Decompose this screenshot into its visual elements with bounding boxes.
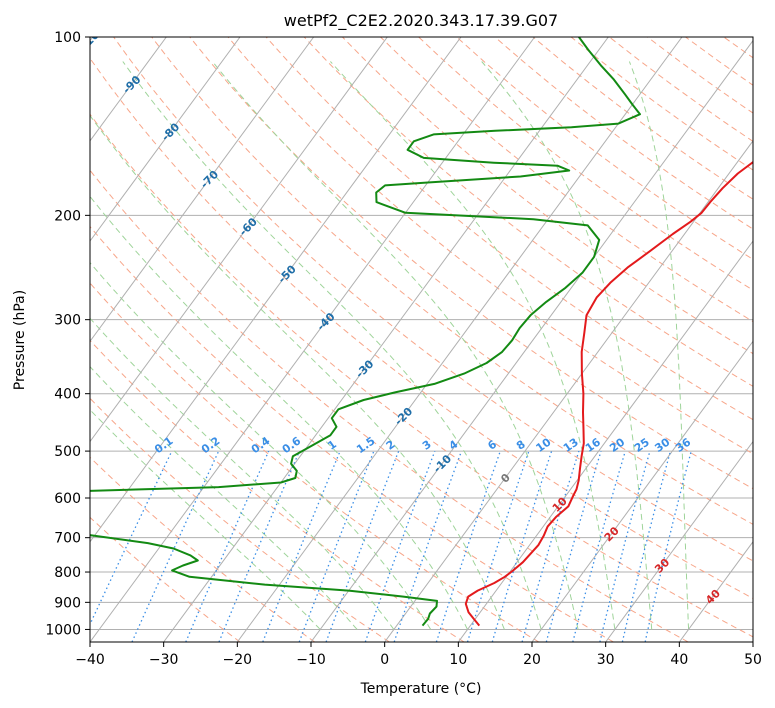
x-axis-label: Temperature (°C) [360,681,482,697]
isotherm-line [90,37,167,142]
dry-adiabat-line [380,37,753,323]
moist-adiabat-line [628,61,690,630]
moist-adiabat-line [122,61,542,630]
mixing-ratio-line [521,450,580,642]
dry-adiabat-line [90,397,390,642]
isotherm-line [457,240,753,642]
dry-adiabat-line [265,37,753,421]
moist-adiabat-line [481,61,653,630]
x-tick-label: −20 [223,652,253,668]
plot-frame [89,36,754,643]
x-tick-label: 50 [744,652,762,668]
y-tick-label: 900 [54,595,81,611]
moist-adiabat-line [212,61,579,630]
x-tick-label: −40 [75,652,105,668]
mixing-ratio-line [435,450,501,642]
temperature-profile-line [464,160,753,627]
y-tick-label: 300 [54,313,81,329]
y-tick-label: 400 [54,387,81,403]
x-tick-label: 20 [523,652,541,668]
isotherm-line [163,37,609,642]
dry-adiabat-line [90,225,614,642]
moist-adiabat-line [90,317,395,630]
moist-adiabat-line [330,61,616,630]
y-tick-label: 200 [54,208,81,224]
isotherm-line [236,37,683,642]
mixing-ratio-line [325,450,400,642]
isotherm-line [605,440,753,642]
moist-adiabat-line [90,195,469,630]
isotherm-line [384,140,753,642]
x-tick-label: 0 [380,652,389,668]
dry-adiabat-line [418,37,753,291]
mixing-ratio-line [90,450,173,626]
y-tick-label: 600 [54,491,81,507]
x-tick-label: 10 [449,652,467,668]
isotherm-line [90,37,536,642]
moist-adiabat-line [90,114,505,630]
mixing-ratio-line [491,450,553,642]
dry-adiabat-line [90,456,315,642]
y-tick-label: 800 [54,565,81,581]
dewpoint-profile-line [90,37,641,627]
mixing-ratio-line [466,450,530,642]
mixing-ratio-line [131,450,220,642]
isotherm-line [90,37,241,242]
x-tick-label: 40 [670,652,688,668]
dry-adiabat-line [189,37,753,490]
chart-title: wetPf2_C2E2.2020.343.17.39.G07 [284,11,558,31]
y-axis-label: Pressure (hPa) [12,290,28,390]
x-tick-label: 30 [597,652,615,668]
y-tick-label: 100 [54,30,81,46]
dry-adiabat-line [227,37,753,455]
isotherm-line [310,39,753,642]
mixing-ratio-line [545,450,602,642]
y-tick-label: 500 [54,444,81,460]
y-tick-label: 700 [54,531,81,547]
dry-adiabat-line [151,37,753,525]
y-tick-label: 1000 [45,622,81,638]
x-tick-label: −10 [296,652,326,668]
isotherm-line [90,37,315,343]
isotherm-line [90,37,388,443]
dry-adiabat-line [90,169,689,642]
x-tick-label: −30 [149,652,179,668]
isotherm-line [531,340,753,642]
mixing-ratio-line [298,450,375,642]
